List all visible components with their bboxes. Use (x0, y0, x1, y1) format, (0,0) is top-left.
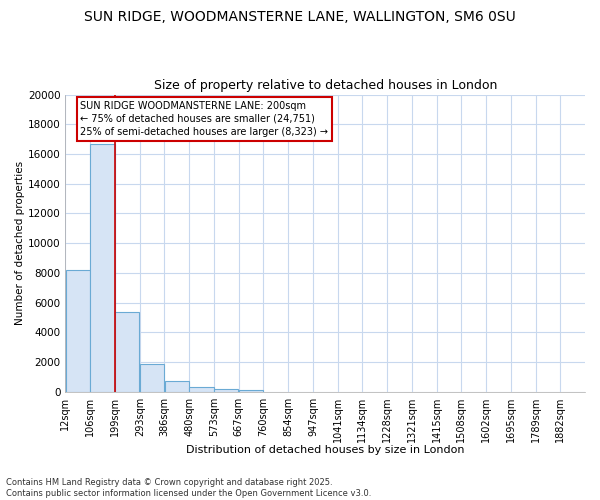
Text: Contains HM Land Registry data © Crown copyright and database right 2025.
Contai: Contains HM Land Registry data © Crown c… (6, 478, 371, 498)
Bar (115, 312, 139, 392)
Y-axis label: Number of detached properties: Number of detached properties (15, 161, 25, 326)
Bar (164, 380, 189, 392)
Text: SUN RIDGE, WOODMANSTERNE LANE, WALLINGTON, SM6 0SU: SUN RIDGE, WOODMANSTERNE LANE, WALLINGTO… (84, 10, 516, 24)
Bar (65, 270, 90, 392)
Title: Size of property relative to detached houses in London: Size of property relative to detached ho… (154, 79, 497, 92)
Bar (214, 388, 238, 392)
X-axis label: Distribution of detached houses by size in London: Distribution of detached houses by size … (186, 445, 464, 455)
Bar (190, 386, 214, 392)
Text: SUN RIDGE WOODMANSTERNE LANE: 200sqm
← 75% of detached houses are smaller (24,75: SUN RIDGE WOODMANSTERNE LANE: 200sqm ← 7… (80, 100, 328, 137)
Bar (140, 364, 164, 392)
Bar (239, 390, 263, 392)
Bar (91, 144, 115, 392)
